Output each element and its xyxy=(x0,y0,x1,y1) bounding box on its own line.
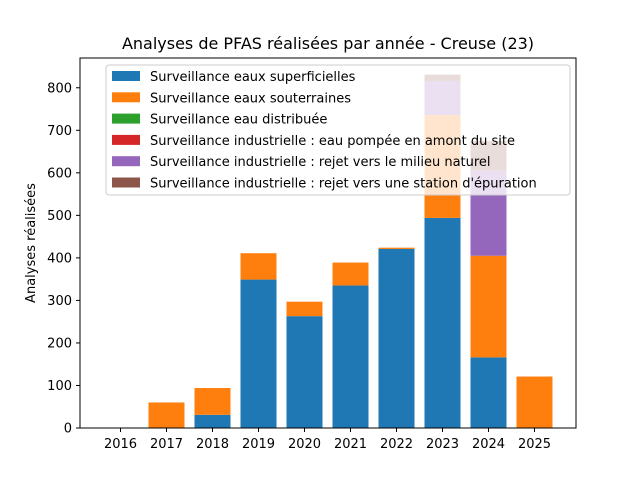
plot-frame xyxy=(79,57,577,429)
y-tick-label: 600 xyxy=(47,166,72,181)
x-tick-label: 2022 xyxy=(380,437,413,452)
legend-swatch xyxy=(112,71,140,81)
x-tick-label: 2017 xyxy=(150,437,183,452)
y-axis: 0 100 200 300 400 500 600 700 800 xyxy=(47,81,80,437)
legend-label: Surveillance eaux souterraines xyxy=(150,91,351,106)
legend-label: Surveillance industrielle : eau pompée e… xyxy=(150,134,515,149)
bar-2019-series-1 xyxy=(240,253,277,280)
bar-2023-series-0 xyxy=(424,217,461,428)
legend-label: Surveillance industrielle : rejet vers u… xyxy=(150,177,537,192)
bar-2024-series-0 xyxy=(470,357,507,428)
y-tick-label: 200 xyxy=(47,336,72,351)
legend: Surveillance eaux superficielles Surveill… xyxy=(105,64,571,196)
y-tick-label: 800 xyxy=(47,81,72,96)
bar-2021-series-0 xyxy=(332,285,369,428)
x-tick-label: 2025 xyxy=(518,437,551,452)
y-tick-label: 500 xyxy=(47,209,72,224)
y-tick-label: 300 xyxy=(47,294,72,309)
x-axis: 2016 2017 2018 2019 2020 2021 2022 2023 2024 2025 xyxy=(104,428,551,452)
bar-2020-series-1 xyxy=(286,301,323,317)
y-axis-title: Analyses réalisées xyxy=(24,183,39,303)
x-tick-label: 2016 xyxy=(104,437,137,452)
bar-2021-series-1 xyxy=(332,262,369,286)
bar-2018-series-1 xyxy=(194,388,231,415)
x-tick-label: 2020 xyxy=(288,437,321,452)
chart-title: Analyses de PFAS réalisées par année - C… xyxy=(122,34,534,53)
x-tick-label: 2018 xyxy=(196,437,229,452)
y-tick-label: 400 xyxy=(47,251,72,266)
legend-box xyxy=(105,64,571,196)
legend-swatch xyxy=(112,134,140,145)
legend-swatch xyxy=(112,113,140,124)
x-tick-label: 2023 xyxy=(426,437,459,452)
y-tick-label: 700 xyxy=(47,124,72,139)
bar-2025-series-1 xyxy=(516,376,553,428)
bar-2024-series-1 xyxy=(470,255,507,358)
x-tick-label: 2024 xyxy=(472,437,505,452)
bar-2018-series-0 xyxy=(194,414,231,428)
y-tick-label: 100 xyxy=(47,379,72,394)
bar-2022-series-1 xyxy=(378,247,415,249)
bar-2020-series-0 xyxy=(286,316,323,428)
legend-label: Surveillance industrielle : rejet vers l… xyxy=(150,155,491,170)
legend-swatch xyxy=(112,156,140,167)
bars xyxy=(148,74,553,428)
y-tick-label: 0 xyxy=(64,422,72,437)
bar-2017-series-1 xyxy=(148,402,185,428)
x-tick-label: 2021 xyxy=(334,437,367,452)
bar-2019-series-0 xyxy=(240,279,277,428)
x-tick-label: 2019 xyxy=(242,437,275,452)
legend-label: Surveillance eaux superficielles xyxy=(150,70,356,85)
bar-2022-series-0 xyxy=(378,248,415,428)
legend-label: Surveillance eau distribuée xyxy=(150,113,327,128)
legend-swatch xyxy=(112,177,140,188)
legend-swatch xyxy=(112,92,140,103)
